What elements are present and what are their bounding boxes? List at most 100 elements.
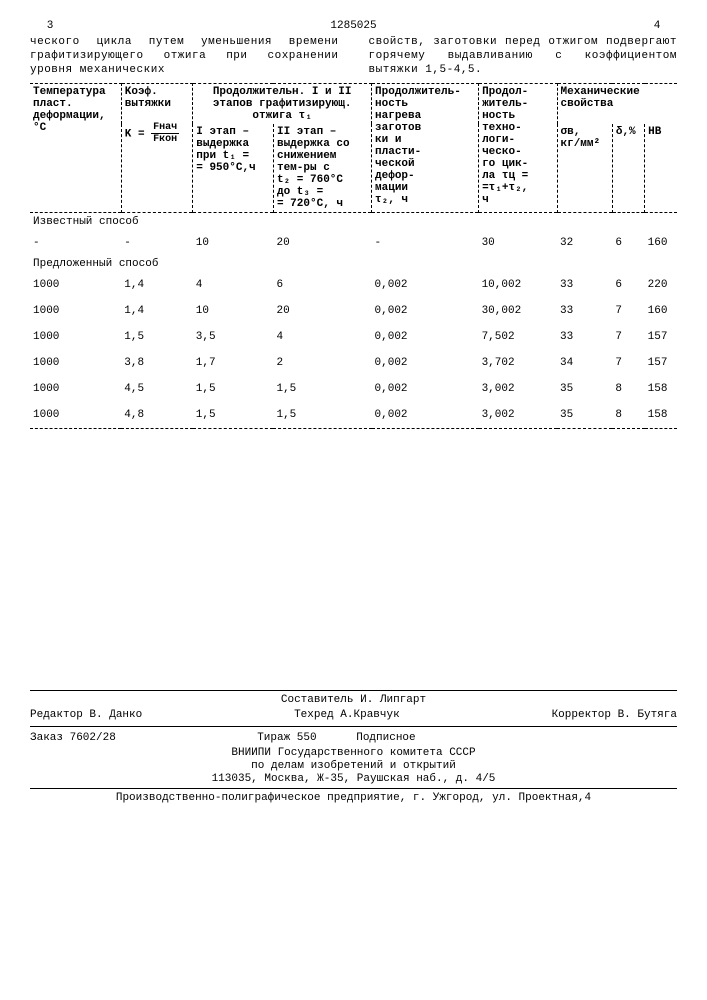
cell-t: 1000 [30,402,121,429]
col-num-right: 4 [637,20,677,32]
th-temp: Температура пласт. деформации, °С [30,84,121,213]
cell-sv: 34 [557,350,612,376]
cell-d: 7 [612,324,644,350]
footer-org2: по делам изобретений и открытий [30,760,677,772]
cell-k: - [121,230,193,256]
cell-e1: 10 [193,298,274,324]
cell-tc: 30,002 [479,298,557,324]
cell-e1: 1,5 [193,376,274,402]
cell-sv: 33 [557,324,612,350]
cell-tc: 30 [479,230,557,256]
page-header: 3 1285025 4 [30,20,677,32]
cell-e2: 1,5 [273,402,371,429]
cell-tc: 7,502 [479,324,557,350]
footer-subscribe: Подписное [356,732,415,744]
intro-left: ческого цикла путем уменьшения времени г… [30,36,339,77]
th-cycle-duration: Продол- житель- ность техно- логи- ческо… [479,84,557,213]
cell-hb: 157 [645,324,677,350]
th-mech-props: Механические свойства [557,84,677,125]
cell-e2: 6 [273,272,371,298]
cell-tc: 3,002 [479,376,557,402]
cell-e1: 1,7 [193,350,274,376]
cell-t: 1000 [30,298,121,324]
cell-d: 7 [612,298,644,324]
th-coef: Kоэф. вытяжки K = FначFкон [121,84,193,213]
cell-hb: 160 [645,298,677,324]
cell-tc: 3,002 [479,402,557,429]
th-heat-duration: Продолжитель- ность нагрева заготов ки и… [372,84,479,213]
th-delta: δ,% [612,124,644,213]
cell-e2: 4 [273,324,371,350]
cell-e1: 10 [193,230,274,256]
cell-hb: 157 [645,350,677,376]
th-hb: HB [645,124,677,213]
cell-sv: 33 [557,272,612,298]
cell-t: 1000 [30,350,121,376]
footer-compiler: Составитель И. Липгарт [30,694,677,706]
cell-t2: 0,002 [372,324,479,350]
cell-e2: 20 [273,230,371,256]
cell-e1: 3,5 [193,324,274,350]
cell-t: - [30,230,121,256]
cell-e2: 1,5 [273,376,371,402]
cell-d: 6 [612,272,644,298]
cell-k: 1,4 [121,272,193,298]
footer-addr2: Производственно-полиграфическое предприя… [30,792,677,804]
cell-k: 4,8 [121,402,193,429]
th-stage1: I этап – выдержка при t₁ = = 950°С,ч [193,124,274,213]
cell-hb: 158 [645,376,677,402]
cell-t2: - [372,230,479,256]
table-row: 10001,4460,00210,002336220 [30,272,677,298]
cell-hb: 160 [645,230,677,256]
cell-e1: 1,5 [193,402,274,429]
cell-k: 1,5 [121,324,193,350]
cell-hb: 158 [645,402,677,429]
cell-d: 8 [612,376,644,402]
cell-sv: 35 [557,402,612,429]
cell-k: 1,4 [121,298,193,324]
table-row: 10004,51,51,50,0023,002358158 [30,376,677,402]
cell-e2: 2 [273,350,371,376]
cell-tc: 10,002 [479,272,557,298]
cell-t2: 0,002 [372,350,479,376]
cell-k: 4,5 [121,376,193,402]
cell-e1: 4 [193,272,274,298]
footer-corrector: Корректор В. Бутяга [552,709,677,721]
th-stages: Продолжительн. I и II этапов графитизиру… [193,84,372,125]
table-row: 10001,410200,00230,002337160 [30,298,677,324]
table-row: 10001,53,540,0027,502337157 [30,324,677,350]
table-row: 10003,81,720,0023,702347157 [30,350,677,376]
footer: Составитель И. Липгарт Редактор В. Данко… [30,690,677,804]
cell-t2: 0,002 [372,376,479,402]
cell-d: 8 [612,402,644,429]
data-table: Температура пласт. деформации, °С Kоэф. … [30,83,677,430]
cell-d: 7 [612,350,644,376]
table-row: --1020-30326160 [30,230,677,256]
doc-number: 1285025 [70,20,637,32]
intro-right: свойств, заготовки перед отжигом подверг… [369,36,678,77]
cell-t: 1000 [30,376,121,402]
intro-text: ческого цикла путем уменьшения времени г… [30,36,677,77]
cell-t2: 0,002 [372,298,479,324]
cell-hb: 220 [645,272,677,298]
footer-tirage: Тираж 550 [257,732,316,744]
cell-t2: 0,002 [372,402,479,429]
table-row: 10004,81,51,50,0023,002358158 [30,402,677,429]
cell-tc: 3,702 [479,350,557,376]
section-heading: Предложенный способ [30,256,677,272]
cell-sv: 32 [557,230,612,256]
footer-editor: Редактор В. Данко [30,709,142,721]
th-stage2: II этап – выдержка со снижением тем-ры с… [273,124,371,213]
cell-t: 1000 [30,272,121,298]
cell-t: 1000 [30,324,121,350]
section-heading: Известный способ [30,214,677,230]
cell-e2: 20 [273,298,371,324]
cell-sv: 35 [557,376,612,402]
cell-t2: 0,002 [372,272,479,298]
col-num-left: 3 [30,20,70,32]
footer-org1: ВНИИПИ Государственного комитета СССР [30,747,677,759]
footer-order: Заказ 7602/28 [30,732,116,744]
footer-techred: Техред А.Кравчук [294,709,400,721]
th-sigma: σв, кг/мм² [557,124,612,213]
footer-addr1: 113035, Москва, Ж-35, Раушская наб., д. … [30,773,677,785]
